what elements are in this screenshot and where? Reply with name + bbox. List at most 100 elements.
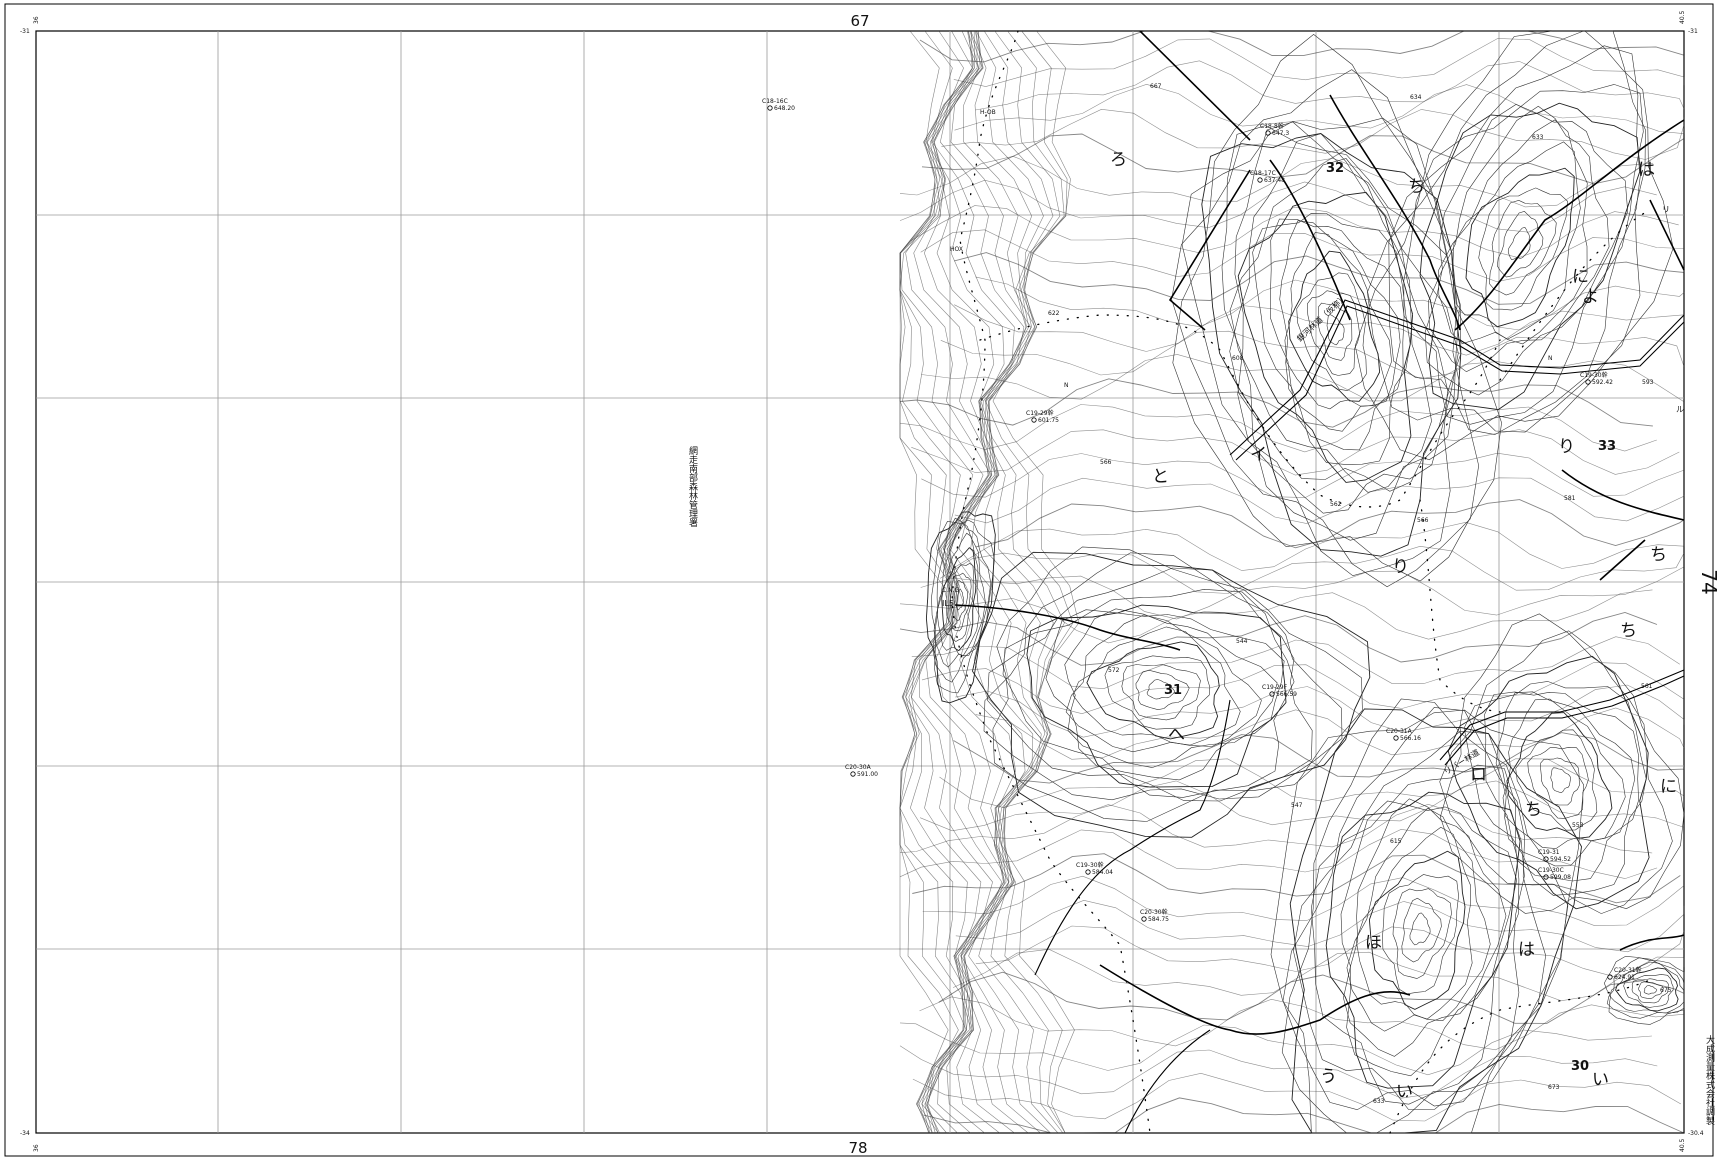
subcompartment-label: う (1320, 1067, 1337, 1087)
subcompartment-label: ロ (1470, 765, 1487, 785)
contour-line (960, 30, 1048, 1134)
spot-height: 593 (1642, 379, 1654, 386)
benchmark: C18-8幹 647.3 (1260, 122, 1289, 137)
spot-height: 622 (1048, 310, 1060, 317)
contour-line (899, 30, 979, 1134)
contour-line (1515, 729, 1598, 831)
contour-line (1237, 191, 1414, 483)
contour-line (931, 519, 995, 694)
map-note: N (1064, 382, 1069, 389)
subcompartment-label: よ (1582, 287, 1599, 307)
benchmark: C19-30幹 584.04 (1076, 861, 1113, 876)
contour-line (985, 30, 1074, 1134)
compartment-number: 32 (1326, 161, 1344, 176)
contour-line (1615, 967, 1679, 1012)
contour-line (954, 83, 1685, 135)
contour-line (1419, 102, 1641, 411)
benchmark: C18-17C 637.48 (1250, 170, 1285, 184)
benchmark: C19-29幹 601.75 (1026, 409, 1059, 424)
contour-line (905, 30, 992, 1134)
map-note: HOX (950, 246, 963, 253)
contour-line (899, 612, 1658, 666)
contour-line (1296, 272, 1367, 391)
map-grid (36, 31, 1684, 1133)
contour-line (1540, 757, 1580, 806)
contour-line (1606, 957, 1685, 1019)
contour-line (975, 707, 1685, 760)
svg-text:584.75: 584.75 (1148, 916, 1169, 923)
contour-line (1229, 133, 1449, 492)
contour-line (1325, 791, 1521, 1089)
spot-height: 675 (1660, 987, 1672, 994)
contour-line (953, 732, 1685, 784)
subcompartment-label: ほ (1365, 933, 1382, 953)
contour-line (975, 276, 1685, 331)
corner-label: 40.5 (1679, 1138, 1686, 1152)
benchmark: C19-29F 566.59 (1262, 684, 1297, 698)
contour-line (1288, 250, 1381, 402)
contour-line (899, 30, 954, 1134)
subcompartment-label: ち (1620, 621, 1637, 641)
spot-height: 544 (1236, 638, 1248, 645)
contour-line (899, 828, 1658, 879)
svg-text:C19-30幹: C19-30幹 (1076, 861, 1104, 869)
svg-text:C19-30C: C19-30C (1538, 867, 1564, 874)
contour-line (1045, 609, 1285, 781)
map-note: IL5 (942, 599, 954, 608)
svg-text:C18-8幹: C18-8幹 (1260, 122, 1284, 130)
spot-height: 615 (1390, 838, 1402, 845)
contour-line (1026, 604, 1287, 788)
sheet-number-top: 67 (850, 12, 869, 30)
subcompartment-label: ち (1650, 545, 1667, 565)
contour-line (1496, 211, 1544, 278)
contour-line (919, 780, 1685, 832)
svg-text:C18-16C: C18-16C (762, 98, 788, 105)
corner-label: -34 (20, 1130, 30, 1137)
svg-text:624.91: 624.91 (1614, 974, 1635, 981)
contour-line (1270, 709, 1585, 1134)
contour-line (911, 636, 1680, 690)
contour-line (972, 551, 1371, 838)
contour-line (949, 30, 1036, 1134)
contour-line (899, 179, 1657, 233)
contour-line (1289, 708, 1582, 1134)
contour-line (1340, 800, 1518, 1077)
subcompartment-label: ち (1525, 800, 1542, 820)
contour-line (1354, 30, 1674, 461)
contour-line (1002, 588, 1295, 798)
contour-line (1201, 133, 1462, 557)
publisher-label: 大成測量株式会社調製 (1704, 1034, 1715, 1126)
contour-line (1439, 630, 1673, 914)
contour-line (921, 452, 1685, 498)
spot-height: 608 (1232, 355, 1244, 362)
contour-line (1465, 167, 1575, 328)
sheet-number-right: 74 (1697, 569, 1721, 594)
contour-line (1382, 874, 1459, 995)
spot-height: 566 (1100, 459, 1112, 466)
contour-line (1234, 121, 1459, 514)
contour-line (954, 252, 1685, 305)
contour-line (932, 517, 992, 683)
benchmark: C20-31A 566.16 (1386, 728, 1421, 742)
compartment-number: 33 (1598, 439, 1616, 454)
contour-lines (899, 30, 1685, 1134)
contour-line (941, 108, 1685, 160)
benchmark: C19-30幹 592.42 (1580, 371, 1613, 386)
contour-line (1609, 961, 1685, 1014)
contour-line (1368, 850, 1466, 1010)
contour-line (992, 546, 1363, 822)
contour-line (938, 971, 1685, 1024)
spot-height: 667 (1150, 83, 1162, 90)
map-frame (4, 3, 1714, 1157)
subcompartment-label: へ (1168, 725, 1185, 745)
subcompartment-label: り (1558, 437, 1575, 457)
benchmark: C19-31 594.52 (1538, 849, 1571, 863)
contour-line (1104, 655, 1211, 730)
contour-line (1121, 664, 1201, 721)
contour-line (919, 996, 1685, 1051)
corner-label: -31 (1688, 28, 1698, 35)
contour-line (1447, 655, 1650, 910)
spot-height: 553 (1572, 822, 1584, 829)
contour-line (983, 552, 1343, 801)
contour-line (911, 429, 1680, 476)
